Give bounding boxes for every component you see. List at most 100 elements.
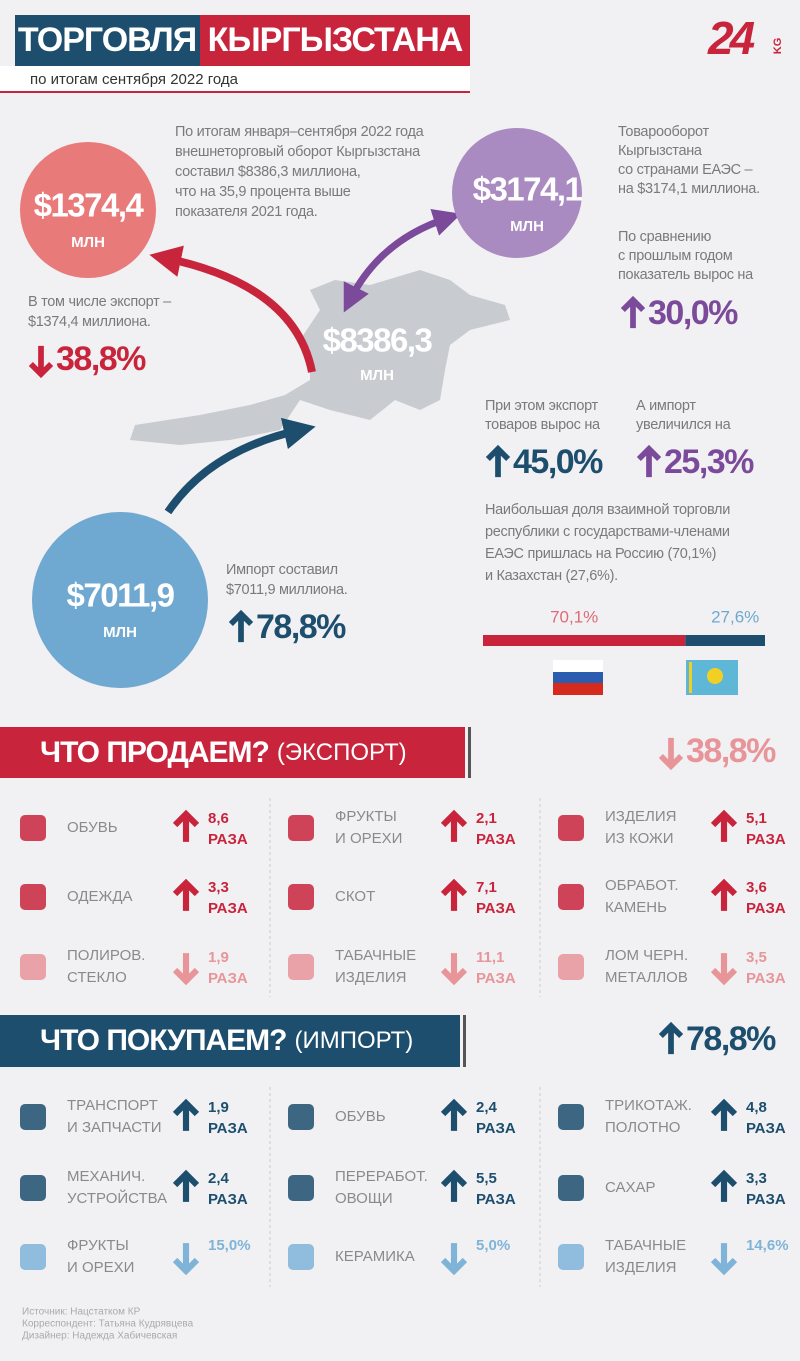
share-bar <box>685 635 765 646</box>
text-line: Корреспондент: Татьяна Кудрявцева <box>22 1319 194 1330</box>
item-name: СТЕКЛО <box>67 969 127 986</box>
text-line: Источник: Нацстатком КР <box>22 1307 141 1318</box>
item-icon <box>558 1104 584 1130</box>
item-value: 7,1 <box>476 879 497 896</box>
text-line: По итогам января–сентября 2022 года <box>175 124 425 140</box>
change-value: 30,0% <box>648 294 738 332</box>
arrow-icon <box>440 809 468 842</box>
item-name: САХАР <box>605 1179 656 1196</box>
item-name: СКОТ <box>335 888 375 905</box>
text-line: Импорт составил <box>226 562 338 578</box>
item-unit: РАЗА <box>208 831 248 848</box>
item-value: 5,1 <box>746 810 767 827</box>
item-unit: РАЗА <box>746 900 786 917</box>
item-value: 8,6 <box>208 810 229 827</box>
text-line: В том числе экспорт – <box>28 294 172 310</box>
section-title-main: ЧТО ПОКУПАЕМ? <box>40 1024 287 1057</box>
text-line: ЕАЭС пришлась на Россию (70,1%) <box>485 546 716 562</box>
import-band-edge <box>463 1015 466 1067</box>
logo: 24 <box>707 12 755 64</box>
eaeu-circle <box>452 128 582 258</box>
item-name: ИЗ КОЖИ <box>605 830 674 847</box>
arrow-icon <box>710 809 738 842</box>
export-arrow <box>149 245 316 373</box>
item-name: МЕХАНИЧ. <box>67 1168 145 1185</box>
circle-value: $3174,1 <box>473 171 583 208</box>
arrow-icon <box>620 295 646 329</box>
arrow-icon <box>440 1098 468 1131</box>
text-line: По сравнению <box>618 229 711 245</box>
item-value: 1,9 <box>208 1099 229 1116</box>
text-line: на $3174,1 миллиона. <box>618 181 760 197</box>
arrow-icon <box>172 953 200 986</box>
item-value: 3,3 <box>746 1170 767 1187</box>
item-name: И ЗАПЧАСТИ <box>67 1119 162 1136</box>
text-line: и Казахстан (27,6%). <box>485 568 618 584</box>
item-icon <box>288 954 314 980</box>
subtitle: по итогам сентября 2022 года <box>30 71 239 88</box>
arrow-icon <box>440 1243 468 1276</box>
item-icon <box>288 1244 314 1270</box>
arrow-icon <box>172 878 200 911</box>
item-icon <box>288 1175 314 1201</box>
item-icon <box>558 884 584 910</box>
text-line: $1374,4 миллиона. <box>28 314 151 330</box>
title-block-right <box>200 15 470 66</box>
item-name: ТАБАЧНЫЕ <box>335 947 416 964</box>
arrow-icon <box>485 444 511 478</box>
item-name: ПОЛОТНО <box>605 1119 680 1136</box>
item-value: 4,8 <box>746 1099 767 1116</box>
subtitle-strip <box>0 66 470 92</box>
change-value: 78,8% <box>686 1020 776 1058</box>
text-line: Кыргызстана <box>618 143 703 159</box>
item-unit: РАЗА <box>746 1120 786 1137</box>
text-line: составил $8386,3 миллиона, <box>175 164 360 180</box>
change-value: 78,8% <box>256 608 346 646</box>
item-unit: РАЗА <box>476 831 516 848</box>
arrow-icon <box>710 878 738 911</box>
import-band <box>0 1015 460 1067</box>
item-icon <box>558 954 584 980</box>
item-value: 3,6 <box>746 879 767 896</box>
item-name: ОВОЩИ <box>335 1190 393 1207</box>
item-name: ФРУКТЫ <box>67 1237 129 1254</box>
item-name: КЕРАМИКА <box>335 1248 415 1265</box>
section-title-sub: (ИМПОРТ) <box>295 1027 414 1054</box>
item-unit: РАЗА <box>476 1120 516 1137</box>
item-value: 11,1 <box>476 949 504 966</box>
header-rule <box>0 91 470 93</box>
change-value: 38,8% <box>56 340 146 378</box>
change-value: 25,3% <box>664 443 754 481</box>
arrow-icon <box>172 809 200 842</box>
item-name: ОБУВЬ <box>67 819 118 836</box>
arrow-icon <box>172 1098 200 1131</box>
arrow-icon <box>658 737 684 771</box>
text-line: увеличился на <box>636 417 732 433</box>
arrow-icon <box>440 1169 468 1202</box>
section-title-main: ЧТО ПРОДАЕМ? <box>40 736 269 769</box>
item-unit: РАЗА <box>476 900 516 917</box>
item-icon <box>558 1175 584 1201</box>
item-name: ИЗДЕЛИЯ <box>605 808 676 825</box>
item-unit: РАЗА <box>208 970 248 987</box>
total-unit: МЛН <box>360 367 394 384</box>
flag-kazakhstan <box>686 660 738 695</box>
share-label: 70,1% <box>550 607 598 626</box>
arrow-icon <box>710 1098 738 1131</box>
item-unit: РАЗА <box>746 1191 786 1208</box>
item-icon <box>20 954 46 980</box>
text-line: При этом экспорт <box>485 398 599 414</box>
item-value: 5,0% <box>476 1237 510 1254</box>
text-line: с прошлым годом <box>618 248 732 264</box>
share-bar <box>483 635 686 646</box>
item-name: ТРИКОТАЖ. <box>605 1097 692 1114</box>
item-name: ОБРАБОТ. <box>605 877 679 894</box>
change-value: 45,0% <box>513 443 603 481</box>
item-unit: РАЗА <box>746 831 786 848</box>
text-line: Дизайнер: Надежда Хабичевская <box>22 1330 177 1342</box>
section-title: ЧТО ПОКУПАЕМ? (ИМПОРТ) <box>40 1024 413 1057</box>
item-value: 14,6% <box>746 1237 789 1254</box>
item-icon <box>288 884 314 910</box>
item-name: ТРАНСПОРТ <box>67 1097 158 1114</box>
item-icon <box>288 1104 314 1130</box>
